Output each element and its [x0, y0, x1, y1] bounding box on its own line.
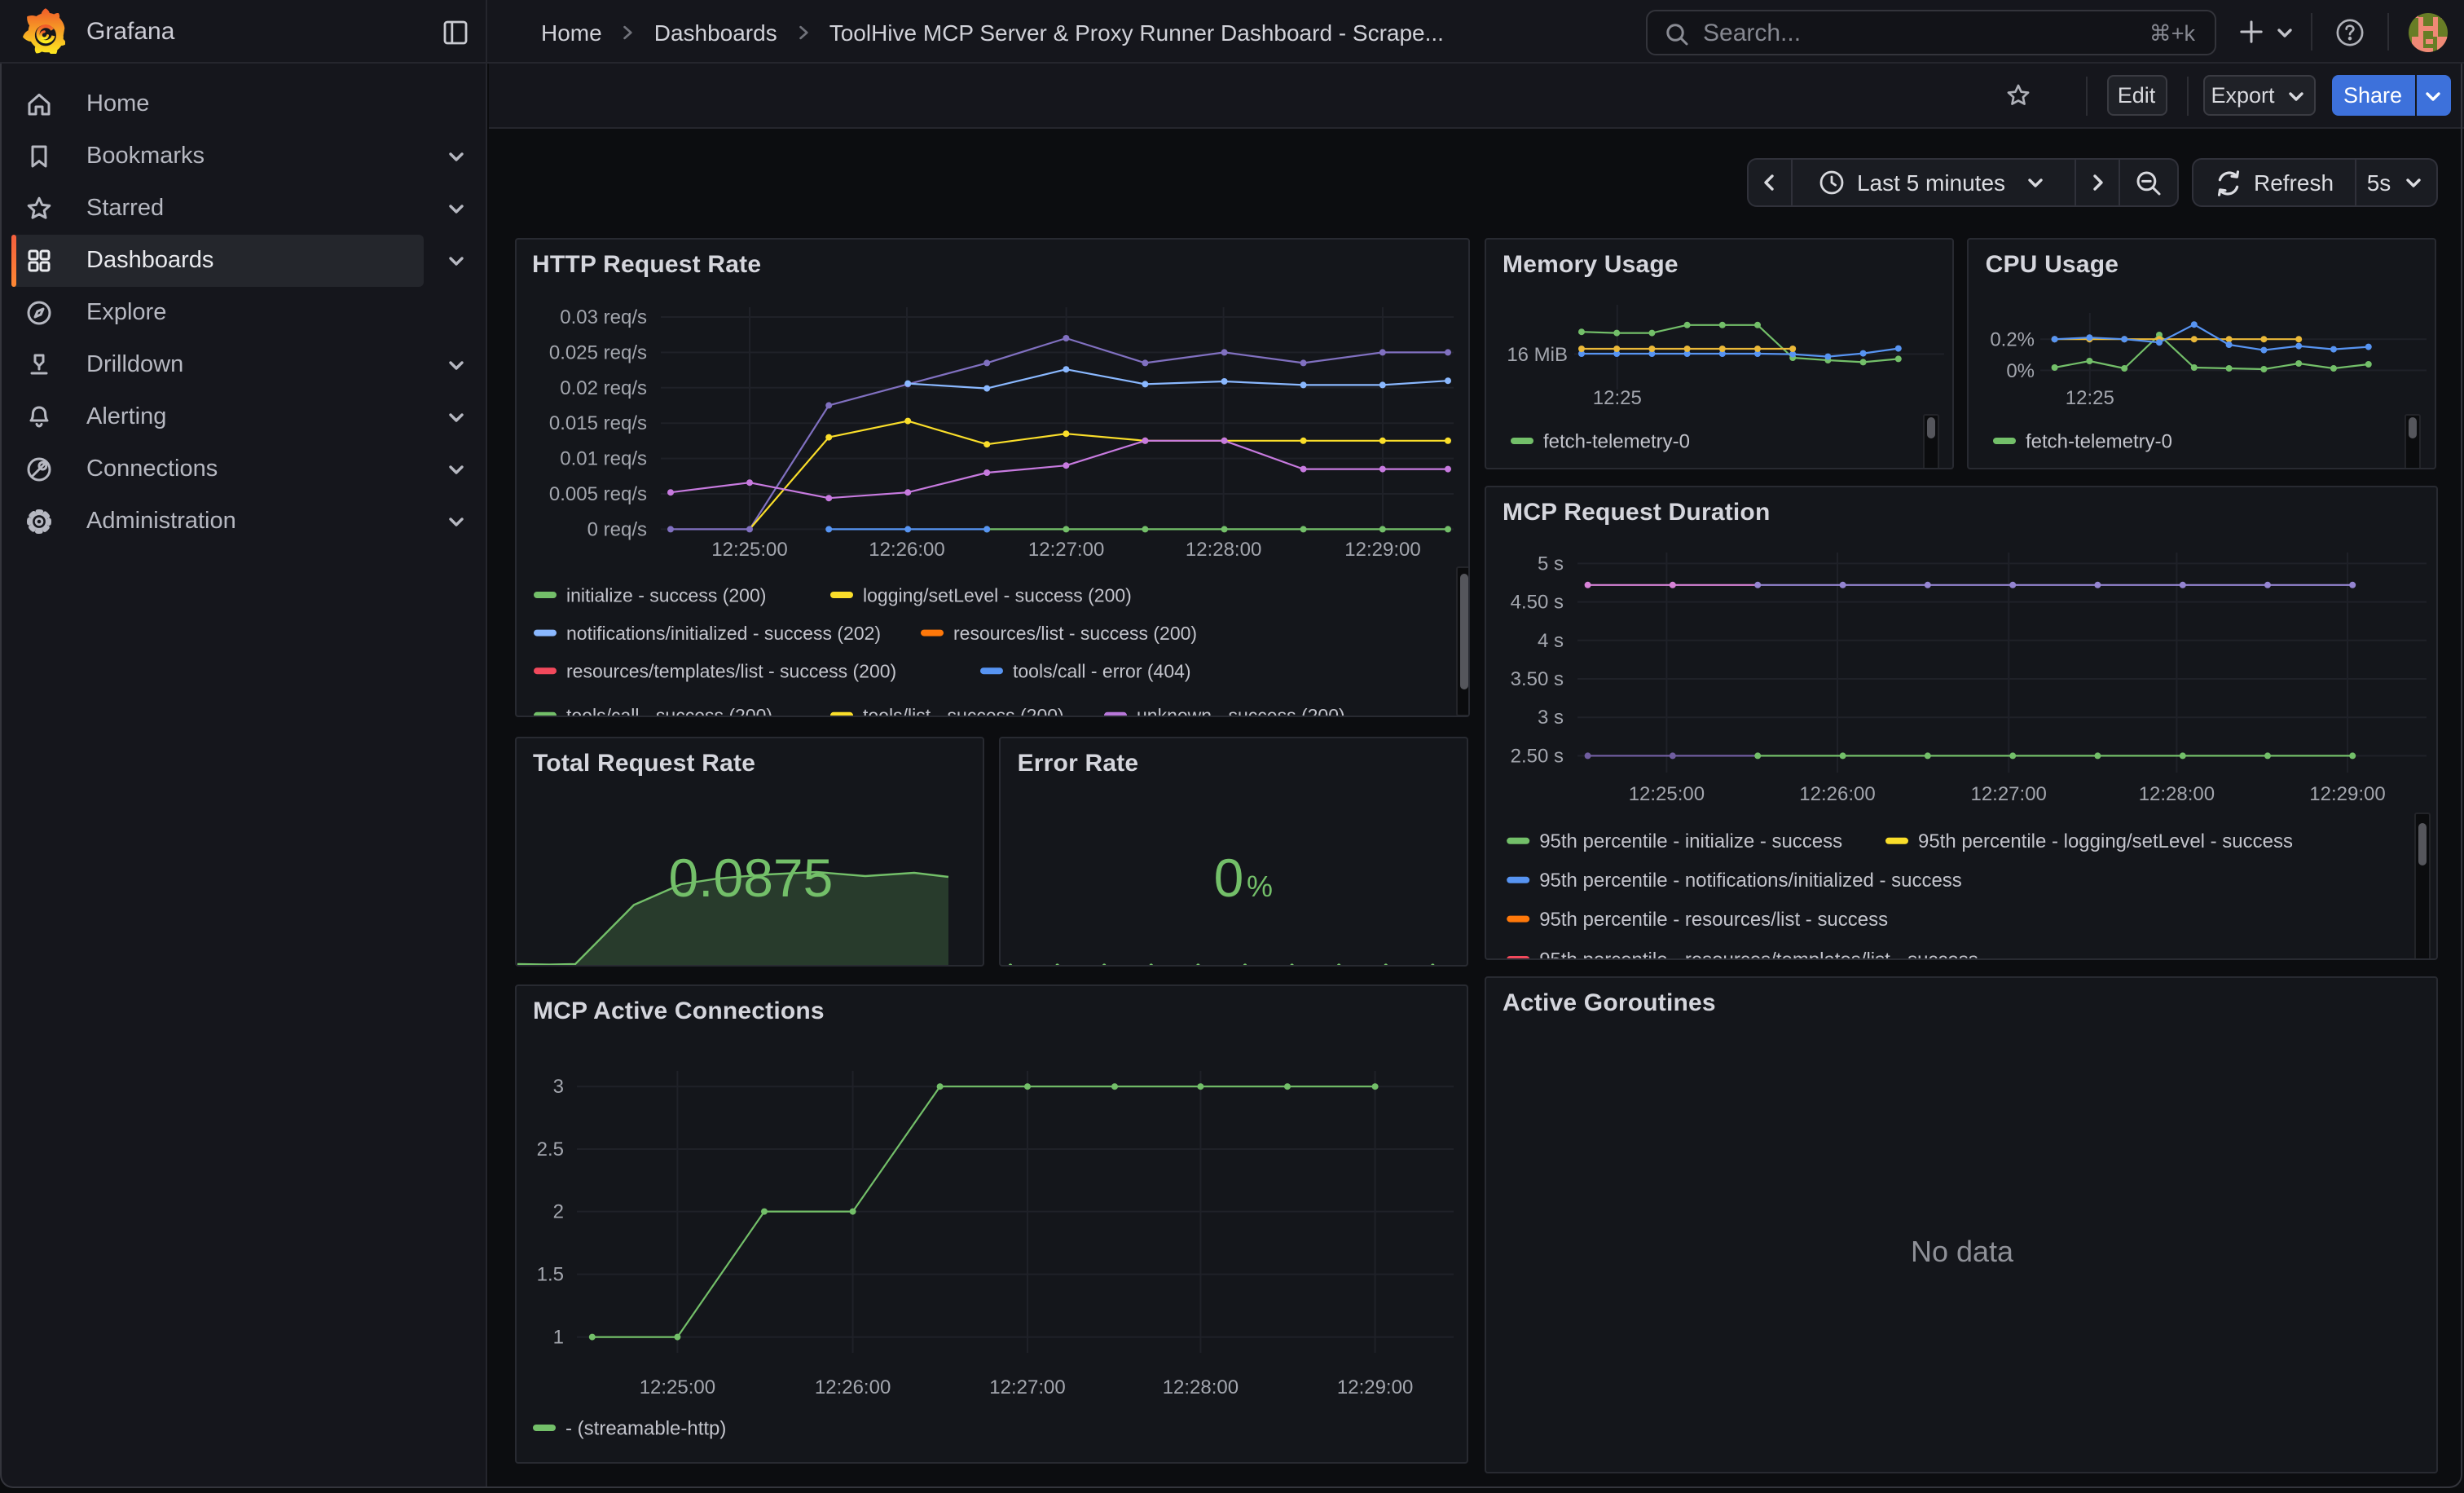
svg-text:0.015 req/s: 0.015 req/s [548, 412, 646, 434]
svg-text:tools/list - success (200): tools/list - success (200) [862, 704, 1063, 716]
svg-text:No data: No data [1911, 1234, 2014, 1267]
svg-text:fetch-telemetry-0: fetch-telemetry-0 [1543, 429, 1690, 451]
svg-text:16 MiB: 16 MiB [1507, 343, 1568, 365]
svg-text:0 req/s: 0 req/s [587, 517, 646, 540]
svg-text:notifications/initialized - su: notifications/initialized - success (202… [565, 622, 880, 643]
svg-text:tools/call - error (404): tools/call - error (404) [1012, 660, 1190, 681]
svg-text:%: % [1247, 869, 1274, 902]
svg-text:2: 2 [553, 1201, 564, 1223]
svg-text:95th percentile - logging/setL: 95th percentile - logging/setLevel - suc… [1918, 830, 2293, 852]
svg-text:3 s: 3 s [1538, 707, 1564, 729]
svg-text:12:25:00: 12:25:00 [711, 538, 786, 560]
svg-text:3.50 s: 3.50 s [1511, 668, 1564, 690]
svg-text:logging/setLevel - success (20: logging/setLevel - success (200) [862, 584, 1131, 605]
svg-text:- (streamable-http): - (streamable-http) [565, 1417, 726, 1439]
svg-text:12:27:00: 12:27:00 [1027, 538, 1103, 560]
svg-text:12:25:00: 12:25:00 [640, 1376, 715, 1398]
svg-text:0.0875: 0.0875 [668, 847, 833, 907]
svg-text:0.025 req/s: 0.025 req/s [548, 341, 646, 363]
svg-text:4.50 s: 4.50 s [1511, 592, 1564, 614]
svg-text:2.5: 2.5 [537, 1138, 564, 1160]
svg-text:2.50 s: 2.50 s [1511, 745, 1564, 767]
svg-text:5 s: 5 s [1538, 553, 1564, 575]
svg-text:12:26:00: 12:26:00 [1799, 783, 1875, 805]
svg-text:initialize - success (200): initialize - success (200) [565, 584, 765, 605]
svg-text:0%: 0% [2007, 359, 2035, 381]
svg-text:12:25:00: 12:25:00 [1629, 783, 1705, 805]
svg-text:95th percentile - resources/te: 95th percentile - resources/templates/li… [1539, 949, 1978, 958]
svg-text:0.01 req/s: 0.01 req/s [559, 447, 646, 469]
svg-text:12:27:00: 12:27:00 [989, 1376, 1065, 1398]
svg-text:resources/templates/list - suc: resources/templates/list - success (200) [565, 660, 895, 681]
svg-text:12:25: 12:25 [2066, 386, 2114, 408]
svg-text:0.2%: 0.2% [1991, 328, 2035, 350]
svg-text:resources/list - success (200): resources/list - success (200) [953, 622, 1196, 643]
svg-text:12:29:00: 12:29:00 [1337, 1376, 1413, 1398]
svg-text:0: 0 [1214, 847, 1244, 907]
svg-text:95th percentile - initialize -: 95th percentile - initialize - success [1539, 830, 1842, 852]
svg-text:3: 3 [553, 1076, 564, 1098]
svg-text:0.02 req/s: 0.02 req/s [559, 377, 646, 399]
svg-text:4 s: 4 s [1538, 630, 1564, 652]
svg-text:12:26:00: 12:26:00 [815, 1376, 891, 1398]
svg-text:12:25: 12:25 [1593, 386, 1642, 408]
svg-text:12:28:00: 12:28:00 [2139, 783, 2215, 805]
svg-text:12:29:00: 12:29:00 [2309, 783, 2385, 805]
svg-text:fetch-telemetry-0: fetch-telemetry-0 [2026, 429, 2173, 451]
svg-text:1: 1 [553, 1327, 564, 1349]
svg-text:0.03 req/s: 0.03 req/s [559, 306, 646, 328]
svg-text:12:26:00: 12:26:00 [868, 538, 944, 560]
svg-text:95th percentile - notification: 95th percentile - notifications/initiali… [1539, 870, 1962, 892]
svg-text:1.5: 1.5 [537, 1264, 564, 1286]
svg-text:12:27:00: 12:27:00 [1971, 783, 2047, 805]
svg-text:12:28:00: 12:28:00 [1163, 1376, 1239, 1398]
svg-text:12:28:00: 12:28:00 [1185, 538, 1261, 560]
svg-text:0.005 req/s: 0.005 req/s [548, 482, 646, 504]
svg-text:12:29:00: 12:29:00 [1344, 538, 1419, 560]
svg-text:tools/call - success (200): tools/call - success (200) [565, 704, 772, 716]
svg-text:95th percentile - resources/li: 95th percentile - resources/list - succe… [1539, 909, 1888, 931]
svg-text:unknown - success (200): unknown - success (200) [1136, 704, 1344, 716]
